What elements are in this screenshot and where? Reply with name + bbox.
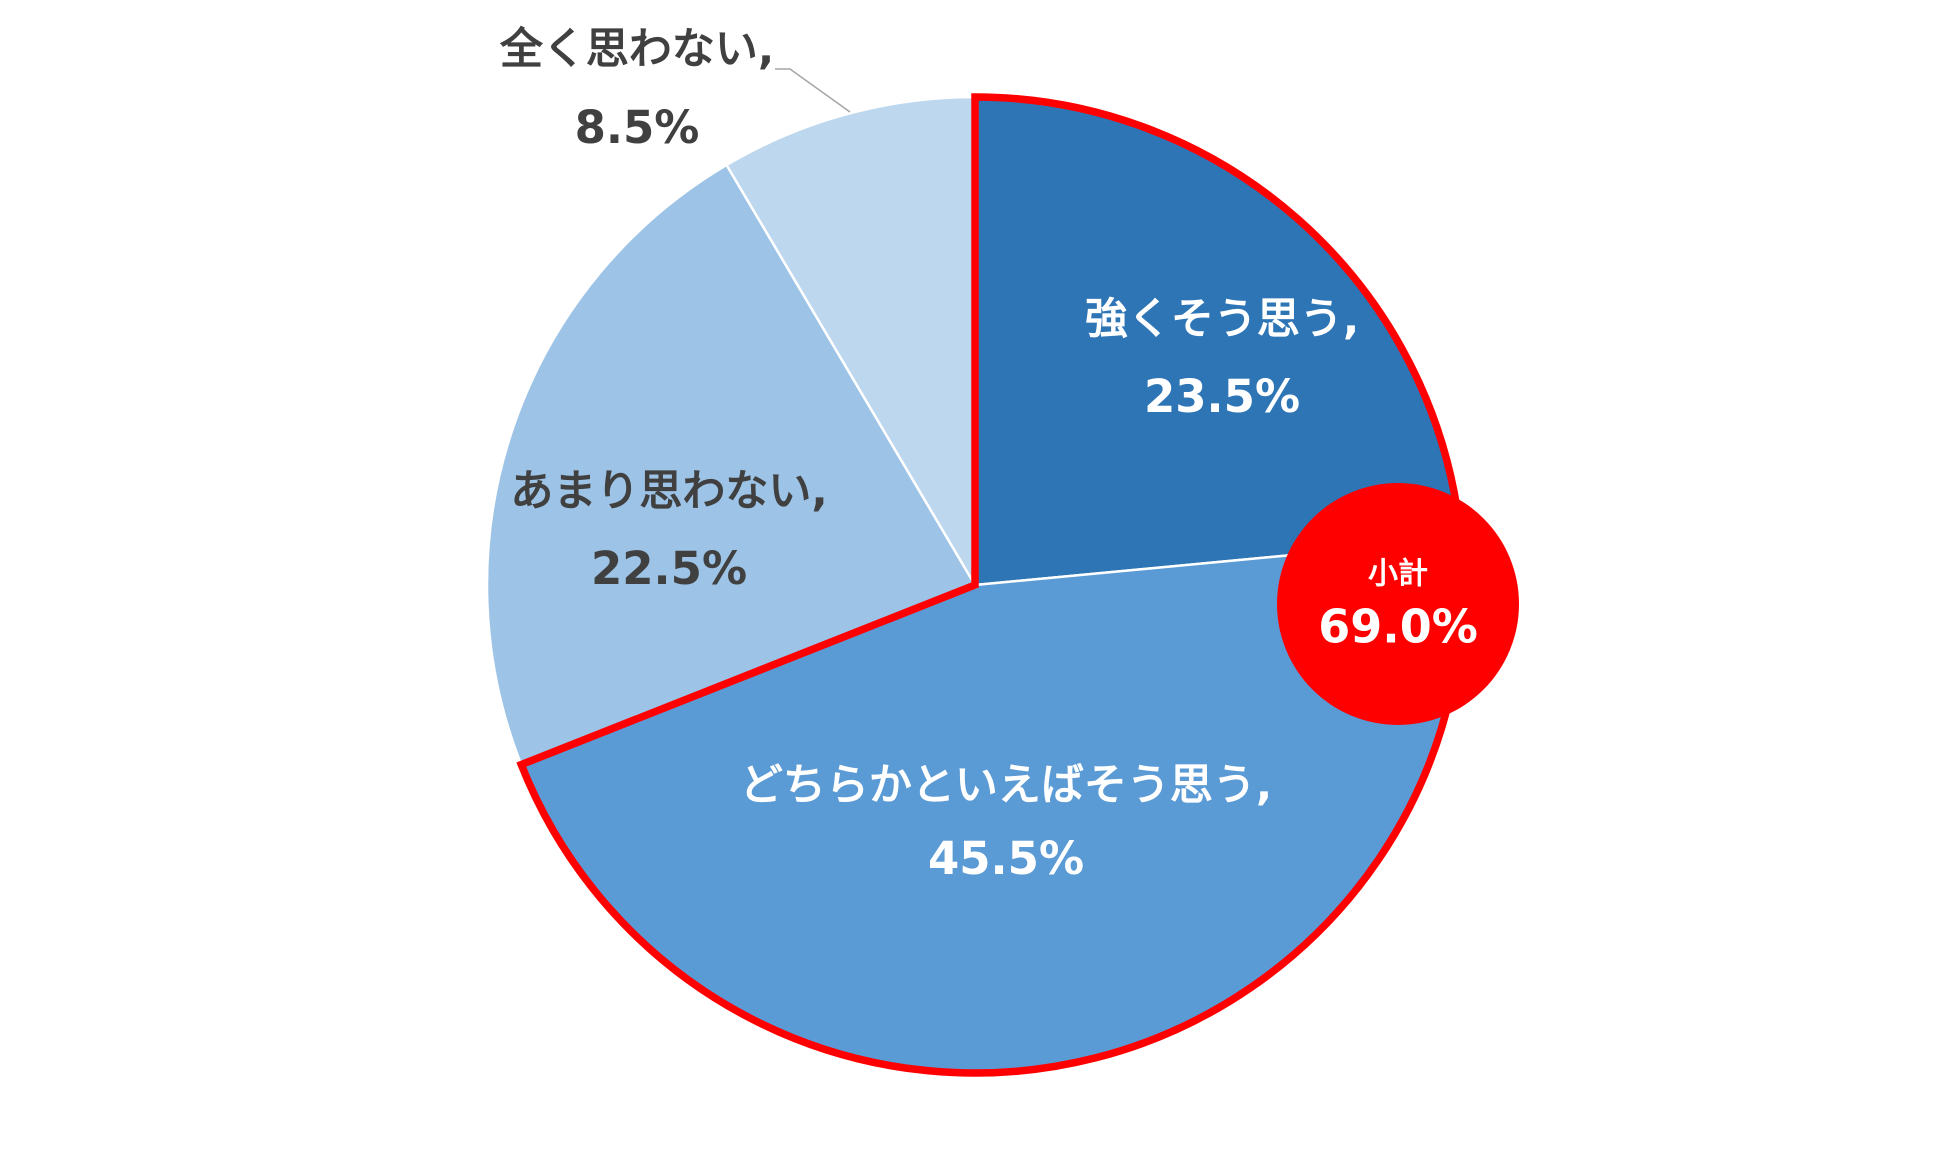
data-label-category: あまり思わない, bbox=[510, 467, 827, 517]
data-label-value: 45.5% bbox=[928, 832, 1084, 885]
subtotal-label: 小計 bbox=[1368, 557, 1428, 592]
data-label-value: 23.5% bbox=[1144, 370, 1300, 423]
data-label-category: 強くそう思う, bbox=[1085, 295, 1359, 345]
pie-slice bbox=[724, 95, 977, 590]
subtotal-badge bbox=[1277, 483, 1519, 725]
data-label-value: 22.5% bbox=[591, 542, 747, 595]
pie-slice bbox=[485, 163, 977, 767]
data-label-value: 8.5% bbox=[575, 101, 700, 154]
leader-line bbox=[775, 68, 851, 113]
data-label-category: どちらかといえばそう思う, bbox=[740, 761, 1272, 811]
subtotal-value: 69.0% bbox=[1318, 600, 1478, 654]
subtotal-outline bbox=[516, 93, 1467, 1077]
data-label-category: 全く思わない, bbox=[499, 25, 774, 75]
